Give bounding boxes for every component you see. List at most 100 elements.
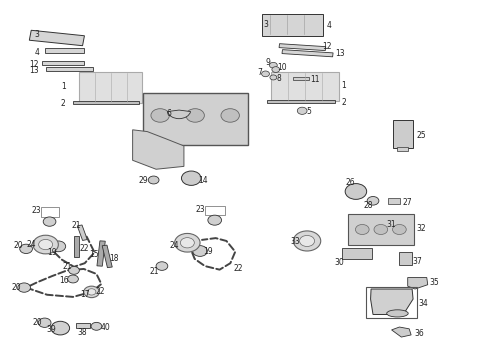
- Circle shape: [151, 109, 170, 122]
- Text: 21: 21: [72, 221, 81, 230]
- Text: 7: 7: [257, 68, 262, 77]
- Text: 20: 20: [13, 242, 23, 251]
- Text: 8: 8: [277, 75, 282, 84]
- Text: 12: 12: [29, 60, 39, 69]
- Text: 12: 12: [322, 42, 332, 51]
- Text: 38: 38: [77, 328, 87, 337]
- Text: 24: 24: [170, 241, 179, 250]
- Text: 26: 26: [345, 178, 355, 187]
- Text: 11: 11: [310, 75, 319, 84]
- Text: 3: 3: [35, 30, 40, 39]
- Circle shape: [51, 321, 70, 335]
- Circle shape: [20, 244, 32, 253]
- Text: 31: 31: [387, 220, 396, 229]
- Text: 3: 3: [263, 20, 268, 29]
- Circle shape: [69, 266, 79, 274]
- Text: 15: 15: [90, 250, 99, 259]
- Bar: [45, 48, 84, 53]
- Bar: [41, 207, 59, 217]
- Bar: [271, 72, 339, 102]
- Text: 27: 27: [402, 198, 412, 207]
- Text: 13: 13: [29, 66, 39, 75]
- Text: 32: 32: [416, 224, 426, 233]
- Text: 4: 4: [327, 21, 332, 30]
- Circle shape: [43, 217, 56, 226]
- Bar: [143, 93, 247, 145]
- Text: 13: 13: [336, 49, 345, 58]
- Circle shape: [156, 262, 168, 270]
- Bar: [282, 50, 333, 57]
- Circle shape: [272, 67, 280, 72]
- Circle shape: [18, 283, 30, 292]
- Circle shape: [367, 197, 379, 205]
- Polygon shape: [408, 278, 428, 289]
- Circle shape: [174, 233, 200, 252]
- Bar: [366, 287, 417, 318]
- Text: 21: 21: [150, 267, 159, 276]
- Text: 20: 20: [12, 283, 21, 292]
- Text: 1: 1: [61, 82, 66, 91]
- Ellipse shape: [387, 310, 408, 317]
- Text: 34: 34: [418, 299, 428, 308]
- Text: 33: 33: [291, 237, 300, 246]
- Circle shape: [87, 289, 96, 295]
- Bar: [392, 120, 413, 148]
- Bar: [293, 77, 309, 80]
- Polygon shape: [392, 327, 411, 337]
- Circle shape: [91, 322, 102, 330]
- Circle shape: [355, 225, 369, 234]
- Bar: [76, 323, 90, 328]
- Text: 29: 29: [139, 176, 148, 185]
- Bar: [279, 44, 326, 51]
- Bar: [77, 225, 87, 240]
- Circle shape: [270, 75, 277, 80]
- Circle shape: [51, 241, 66, 252]
- Text: 19: 19: [203, 247, 213, 256]
- Bar: [73, 101, 139, 104]
- Bar: [42, 61, 84, 65]
- Text: 23: 23: [196, 205, 205, 214]
- Text: 2: 2: [342, 98, 346, 107]
- Text: 6: 6: [167, 109, 172, 118]
- Circle shape: [181, 171, 201, 185]
- Circle shape: [297, 107, 307, 114]
- Circle shape: [345, 184, 367, 199]
- Bar: [102, 245, 112, 267]
- Circle shape: [221, 109, 240, 122]
- Text: 5: 5: [306, 107, 311, 116]
- Circle shape: [270, 62, 277, 68]
- Circle shape: [84, 286, 99, 298]
- Text: 24: 24: [26, 240, 36, 249]
- Text: 28: 28: [364, 201, 373, 210]
- Circle shape: [180, 238, 195, 248]
- Text: 19: 19: [48, 248, 57, 257]
- Text: 39: 39: [47, 325, 56, 334]
- Text: 30: 30: [335, 258, 344, 267]
- Circle shape: [33, 235, 58, 254]
- Polygon shape: [370, 289, 413, 315]
- Circle shape: [39, 239, 52, 250]
- Text: 37: 37: [412, 257, 422, 266]
- Text: 9: 9: [265, 58, 270, 67]
- Text: 23: 23: [31, 206, 41, 215]
- Bar: [388, 198, 400, 204]
- Bar: [347, 215, 414, 244]
- Polygon shape: [133, 130, 184, 169]
- Circle shape: [186, 109, 204, 122]
- Circle shape: [193, 246, 207, 256]
- Text: 21: 21: [62, 262, 72, 271]
- Text: 25: 25: [416, 131, 426, 140]
- Bar: [29, 30, 84, 46]
- Bar: [397, 147, 408, 151]
- Circle shape: [148, 176, 159, 184]
- Text: 2: 2: [61, 99, 66, 108]
- Circle shape: [68, 275, 78, 283]
- Bar: [342, 248, 372, 259]
- Text: 22: 22: [95, 287, 105, 296]
- Text: 14: 14: [198, 176, 208, 185]
- Text: 20: 20: [32, 318, 42, 327]
- Bar: [79, 72, 143, 103]
- Text: 40: 40: [100, 323, 110, 332]
- Text: 10: 10: [277, 63, 287, 72]
- Circle shape: [208, 215, 221, 225]
